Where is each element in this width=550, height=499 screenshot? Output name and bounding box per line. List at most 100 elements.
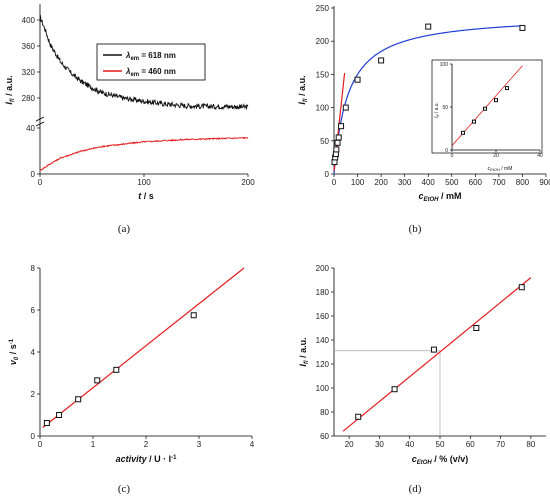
panel-d-y-tick-label: 180 [316,288,330,297]
panel-c-y-tick-label: 8 [31,264,36,273]
panel-a-x-tick-label: 0 [38,178,43,187]
data-point [518,284,525,291]
data-point [342,104,349,111]
panel-c-marks: 0 1 2 3 4 0 2 4 6 8 [31,264,255,449]
data-point [338,123,345,130]
inset-data-point [494,98,498,103]
panel-b-y-tick-label: 100 [316,104,330,113]
panel-b-inset-x-title: cEtOH / mM [488,166,513,172]
panel-b-marks: 0100200300400500600700800900050100150200… [316,4,550,187]
panel-b-y-tick-label: 200 [316,37,330,46]
data-point [43,419,50,426]
panel-a-axis-break [35,116,45,122]
data-point [355,413,362,420]
panel-a-legend: λem = 618 nm λem = 460 nm [96,43,206,81]
panel-b-caption: (b) [409,223,422,235]
data-point [473,325,480,331]
data-point [430,346,437,353]
inset-data-point [483,106,487,111]
fit-line [42,267,245,429]
inset-x-tick-label: 20 [493,153,499,159]
fit-line-michaelis-menten [333,25,523,175]
panel-d-y-tick-label: 160 [316,312,330,321]
panel-a-upper-y-tick-label: 400 [22,16,36,25]
panel-d-x-tick-label: 40 [405,440,414,449]
panel-a-legend-box [96,43,206,81]
panel-b-y-tick-label: 250 [316,4,330,13]
panel-c-x-tick-label: 2 [144,440,149,449]
series-line-460nm [39,136,249,172]
inset-data-point [472,119,476,124]
data-point [334,139,341,146]
data-point [56,412,63,418]
fit-line [342,277,532,432]
panel-d-y-tick-label: 120 [316,360,330,369]
panel-b-inset-marks: 0 20 40 0 50 100 [440,62,543,159]
panel-a: 0 100 200 0 40 280 320 360 400 λem = 618 nm λem … [4,4,255,235]
panel-c-y-tick-label: 4 [31,348,36,357]
panel-a-x-tick-label: 200 [241,178,255,187]
panel-c-y-tick-label: 6 [31,306,36,315]
panel-b-x-tick-label: 200 [374,178,388,187]
legend-label-460: λem = 460 nm [125,67,176,78]
panel-c-y-title: v0 / s-1 [8,338,20,365]
panel-b-x-tick-label: 400 [422,178,436,187]
panel-a-lower-y-tick-label: 0 [31,170,36,179]
panel-b-inset: 0 20 40 0 50 100 cEtOH / mM Ifl / a.u. [431,59,543,172]
panel-b-x-tick-label: 500 [445,178,459,187]
panel-c-y-tick-label: 2 [31,390,36,399]
data-point [391,386,398,393]
data-point [94,377,101,384]
panel-d-y-tick-label: 140 [316,336,330,345]
panel-d-x-title: cEtOH / % (v/v) [412,454,469,466]
data-point [113,366,120,373]
panel-a-marks: 0 100 200 0 40 280 320 360 400 [22,14,255,187]
panel-a-upper-y-tick-label: 360 [22,42,36,51]
panel-c-y-tick-label: 0 [31,432,36,441]
panel-d-x-tick-label: 50 [436,440,445,449]
panel-b-y-title: Ifl / a.u. [297,75,309,104]
data-point [425,23,432,30]
panel-c-caption: (c) [118,483,131,495]
panel-d-x-tick-label: 60 [466,440,475,449]
panel-b-x-tick-label: 100 [351,178,365,187]
data-point [335,134,342,141]
panel-d-x-tick-label: 70 [496,440,505,449]
panel-b-y-tick-label: 150 [316,70,330,79]
panel-b-x-tick-label: 600 [469,178,483,187]
panel-a-axis-break [35,121,45,127]
inset-data-point [505,86,509,91]
panel-b-x-tick-label: 800 [516,178,530,187]
inset-y-tick-label: 100 [440,62,449,68]
panel-b-x-tick-label: 700 [492,178,506,187]
panel-b-x-title: cEtOH / mM [418,191,461,203]
panel-d-y-title: Ifl / a.u. [298,337,310,366]
inset-x-tick-label: 0 [451,153,454,159]
panel-d-y-tick-label: 80 [320,408,329,417]
panel-a-x-tick-label: 100 [137,178,151,187]
data-point [75,396,82,403]
panel-a-x-title: t / s [138,191,154,201]
legend-label-618: λem = 618 nm [125,51,176,62]
panel-d-x-tick-label: 80 [526,440,535,449]
panel-d-y-tick-label: 200 [316,264,330,273]
panel-d-x-tick-label: 20 [345,440,354,449]
panel-a-upper-y-tick-label: 320 [22,68,36,77]
inset-y-tick-label: 0 [445,148,448,154]
inset-y-tick-label: 50 [442,105,448,111]
panel-b-inset-y-title: Ifl / a.u. [434,102,440,118]
inset-x-tick-label: 40 [537,153,543,159]
panel-c-x-tick-label: 1 [91,440,96,449]
panel-a-upper-y-tick-label: 280 [22,94,36,103]
panel-a-y-title: Ifl / a.u. [4,75,16,104]
data-point [519,24,526,31]
panel-c-x-tick-label: 3 [197,440,202,449]
panel-c-x-title: activity / U · l-1 [116,454,178,464]
series-line-618nm [39,14,249,111]
panel-d-y-tick-label: 60 [320,432,329,441]
panel-b-y-tick-label: 50 [320,137,329,146]
data-point [190,312,197,319]
panel-a-caption: (a) [118,223,131,235]
data-point [354,76,361,83]
